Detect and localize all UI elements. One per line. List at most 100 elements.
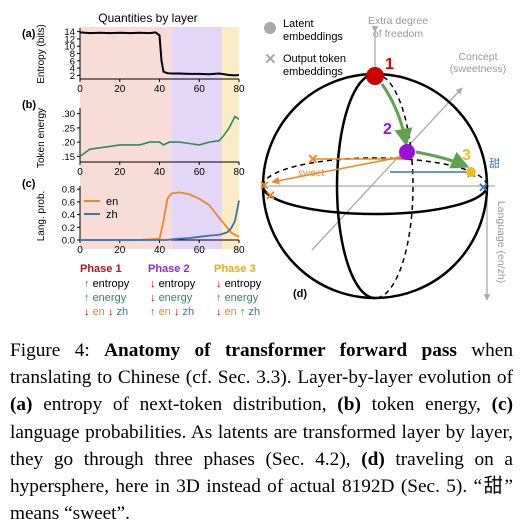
figure-caption: Figure 4: Anatomy of transformer forward…	[10, 340, 513, 525]
latent-point-3	[466, 167, 476, 177]
plot-c-ylabel: Lang. prob.	[36, 191, 47, 242]
phase1-band	[80, 27, 172, 249]
phase3-band	[222, 27, 239, 249]
plot-c: (c) Lang. prob. 0.80.6 0.4 0.2 0.0 0 20 40 60 8…	[22, 178, 245, 256]
latent-point-2	[399, 144, 415, 160]
plot-c-yticks: 0.80.6 0.4 0.2 0.0	[62, 185, 80, 247]
equator-back	[262, 157, 488, 187]
axis-concept-line2: (sweetness)	[450, 63, 507, 75]
legend-zh: zh	[106, 209, 118, 221]
plot-c-legend: en zh	[84, 196, 118, 221]
phase1-line1: ↑ entropy	[84, 278, 130, 290]
en-output-marker-1: ✕	[259, 178, 270, 193]
xtick-label: 40	[154, 84, 166, 95]
phase2-line1: ↓ entropy	[150, 278, 196, 290]
equator-front	[261, 185, 489, 216]
sphere-diagram: Latent embeddings ✕ Output token embeddi…	[259, 15, 507, 301]
ytick-label: 0.0	[62, 236, 75, 247]
plot-b-yticks: .30 .25 .20 .15	[62, 109, 80, 163]
axis-language: Language (en/zh)	[495, 201, 507, 283]
ytick-label: 8	[70, 49, 75, 60]
meridian-front	[335, 72, 376, 300]
plot-b-panel-label: (b)	[22, 99, 36, 111]
legend-output-marker: ✕	[264, 51, 277, 68]
axis-concept-line1: Concept	[458, 51, 497, 63]
legend-latent-marker	[264, 22, 276, 34]
phase-descriptions: Phase 1 ↑ entropy ↑ energy ↓ en ↓ zh Pha…	[80, 263, 262, 318]
xtick-label: 80	[233, 245, 245, 256]
phase3-line2: ↑ energy	[216, 292, 259, 304]
ref-sec-4-2[interactable]: 4.2	[315, 448, 340, 470]
plot-b-ylabel: Token energy	[36, 108, 47, 168]
zh-line	[80, 200, 240, 241]
phase2-line2: ↓ energy	[150, 292, 193, 304]
trajectory-1-2	[380, 83, 413, 147]
ytick-label: 12	[64, 34, 75, 45]
sweet-vector	[271, 155, 407, 185]
xtick-label: 0	[77, 167, 83, 178]
tian-label: 甜	[489, 157, 500, 170]
axis-concept	[311, 87, 463, 251]
plot-a: Quantities by layer (a) Entropy (bits) 1…	[22, 11, 245, 95]
meridian-back	[374, 73, 414, 299]
zh-output-marker-2: ✕	[478, 180, 489, 195]
ytick-label: .25	[62, 123, 75, 134]
phase1-title: Phase 1	[80, 263, 122, 275]
xtick-label: 20	[114, 167, 126, 178]
legend-output-line1: Output token	[283, 53, 346, 65]
sweet-label: sweet	[298, 168, 324, 179]
ytick-label: .20	[62, 138, 75, 149]
legend-en: en	[106, 196, 118, 208]
phase1-line3: ↓ en ↓ zh	[84, 306, 128, 318]
latent-label-2: 2	[383, 121, 392, 138]
xtick-label: 0	[77, 84, 83, 95]
xtick-label: 80	[233, 167, 245, 178]
ytick-label: 2	[70, 71, 75, 82]
trajectory-2-3	[415, 150, 470, 169]
phase2-band	[172, 27, 222, 249]
phase1-line2: ↑ energy	[84, 292, 127, 304]
ytick-label: 4	[70, 64, 75, 75]
ytick-label: 0.8	[62, 185, 75, 196]
axis-extra-line1: Extra degree	[368, 15, 428, 27]
en-output-marker-2: ✕	[265, 188, 276, 203]
xtick-label: 20	[114, 84, 126, 95]
xtick-label: 20	[114, 245, 126, 256]
xtick-label: 60	[194, 167, 206, 178]
ref-sec-3-3[interactable]: 3.3	[256, 367, 281, 389]
xtick-label: 60	[194, 245, 206, 256]
latent-label-1: 1	[385, 56, 394, 73]
sweet-output-marker: ✕	[307, 151, 319, 167]
axis-extra-line2: of freedom	[373, 28, 423, 40]
phase3-line3: ↓ en ↑ zh	[216, 306, 260, 318]
xtick-label: 0	[77, 245, 83, 256]
ytick-label: .30	[62, 109, 75, 120]
ytick-label: 14	[64, 27, 75, 38]
plot-a-title: Quantities by layer	[98, 11, 197, 25]
phase3-title: Phase 3	[214, 263, 256, 275]
ytick-label: 0.2	[62, 223, 75, 234]
latent-point-1	[366, 67, 384, 85]
latent-label-3: 3	[462, 147, 471, 164]
phase3-line1: ↓ entropy	[216, 278, 262, 290]
phase2-title: Phase 2	[148, 263, 190, 275]
phase2-line3: ↑ en ↓ zh	[150, 306, 194, 318]
entropy-line	[79, 31, 240, 77]
plot-a-panel-label: (a)	[22, 28, 36, 40]
ytick-label: 0.6	[62, 197, 75, 208]
xtick-label: 60	[194, 84, 206, 95]
xtick-label: 40	[154, 167, 166, 178]
ytick-label: .15	[62, 152, 75, 163]
xtick-label: 80	[233, 84, 245, 95]
sphere-panel-label: (d)	[293, 288, 307, 300]
legend-latent-line2: embeddings	[283, 31, 343, 43]
ytick-label: 0.4	[62, 210, 75, 221]
xtick-label: 40	[154, 245, 166, 256]
energy-line	[79, 115, 240, 157]
figure-4: Quantities by layer (a) Entropy (bits) 1…	[22, 11, 507, 318]
ytick-label: 10	[64, 42, 75, 53]
plot-a-ylabel: Entropy (bits)	[36, 24, 47, 83]
ref-sec-5[interactable]: 5	[446, 476, 456, 498]
caption-bold-title: Anatomy of transformer forward pass	[104, 340, 457, 361]
legend-output-line2: embeddings	[283, 66, 343, 78]
